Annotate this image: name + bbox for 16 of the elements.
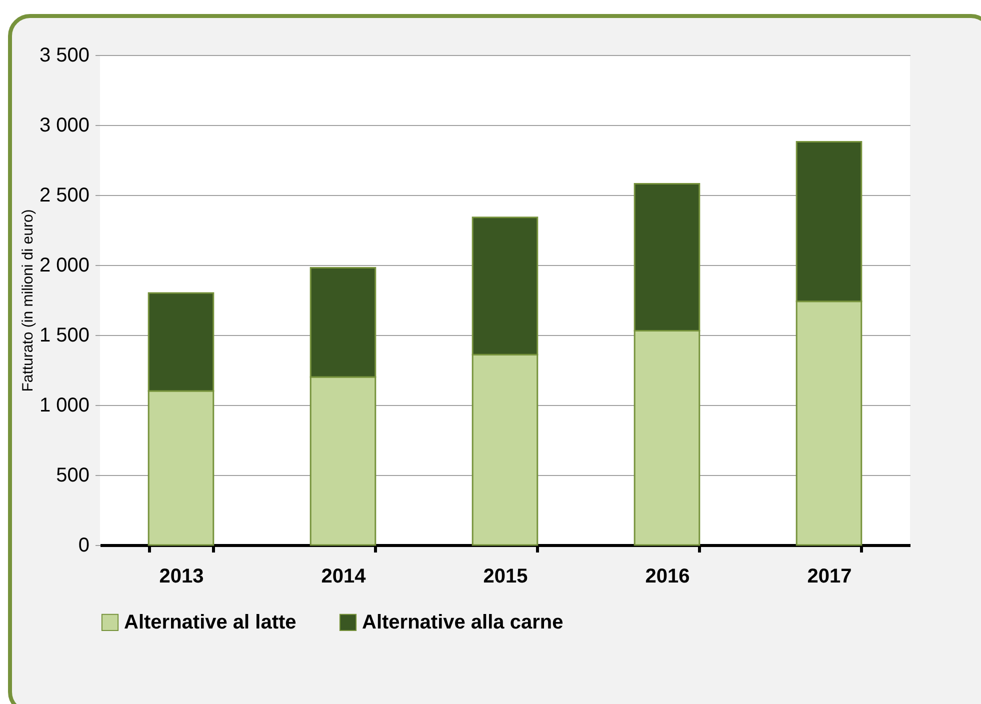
legend-label: Alternative alla carne <box>362 611 564 634</box>
y-tick-label: 0 <box>78 534 90 556</box>
x-tick-label: 2014 <box>321 566 367 588</box>
y-tick-label: 1 500 <box>39 324 90 346</box>
y-tick-label: 500 <box>56 464 90 486</box>
y-tick-label: 3 500 <box>39 44 90 66</box>
x-tick-label: 2016 <box>645 566 690 588</box>
y-tick-label: 1 000 <box>39 394 90 416</box>
x-tick-label: 2017 <box>807 566 852 588</box>
legend-label: Alternative al latte <box>124 611 296 634</box>
y-tick-label: 2 500 <box>39 184 90 206</box>
x-tick-label: 2015 <box>483 566 528 588</box>
x-tick-label: 2013 <box>159 566 204 588</box>
y-tick-label: 2 000 <box>39 254 90 276</box>
y-tick-label: 3 000 <box>39 114 90 136</box>
y-axis-title: Fatturato (in milioni di euro) <box>19 209 36 392</box>
